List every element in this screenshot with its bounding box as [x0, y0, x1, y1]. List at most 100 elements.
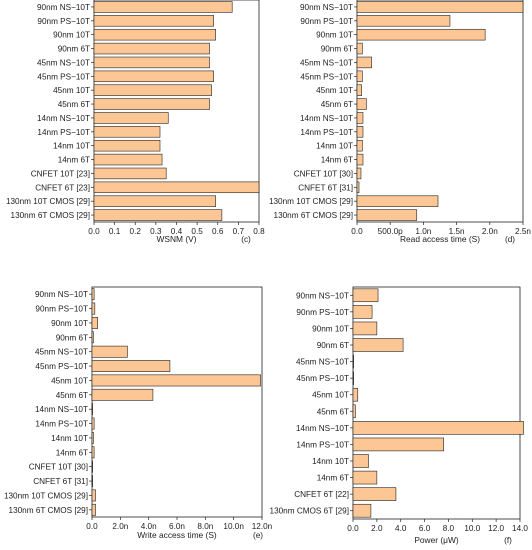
bar — [93, 84, 212, 96]
bar — [93, 15, 214, 27]
bar — [352, 305, 373, 319]
panel-label: (f) — [504, 536, 512, 545]
bar — [91, 317, 98, 329]
category-label: CNFET 6T [23] — [35, 183, 90, 192]
category-label: 90nm 10T — [316, 31, 353, 40]
x-tick-label: 6.0n — [169, 522, 185, 531]
bar — [352, 387, 359, 402]
plot-frame — [356, 0, 524, 223]
category-label: 90nm PS−10T — [300, 17, 353, 26]
panel-d-read-access-chart: 90nm NS−10T 90nm PS−10T 90nm 10T 90nm 6T 45n… — [269, 0, 531, 244]
bar — [93, 167, 167, 180]
bar — [91, 489, 96, 502]
category-label: 90nm 10T — [51, 319, 88, 328]
bar — [93, 153, 163, 166]
panel-e-write-access-chart: 90nm NS−10T 90nm PS−10T 90nm 10T 90nm 6T 45n… — [4, 286, 273, 540]
category-label: 90nm PS−10T — [296, 308, 349, 317]
category-label: 14nm 10T — [312, 457, 349, 466]
category-label: CNFET 10T [30] — [29, 463, 88, 472]
x-tick-label: 0.7 — [233, 227, 245, 236]
bar — [356, 28, 486, 41]
category-label: 45nm 6T — [56, 391, 88, 400]
bar — [352, 503, 372, 518]
bar — [91, 460, 93, 473]
bar — [352, 338, 404, 352]
category-label: CNFET 6T [31] — [298, 183, 353, 192]
bar — [93, 126, 161, 138]
category-label: 90nm 10T — [53, 31, 90, 40]
bar — [356, 167, 362, 180]
bar — [356, 195, 439, 207]
category-label: 90nm NS−10T — [300, 3, 353, 12]
bar — [91, 403, 94, 416]
bar — [356, 70, 363, 83]
category-label: 14nm 10T — [316, 142, 353, 151]
category-label: 45nm 10T — [51, 376, 88, 385]
bar — [356, 1, 524, 13]
bar — [91, 446, 95, 459]
category-label: 130nm 10T CMOS [29] — [269, 197, 353, 206]
category-label: 130nm 6T CMOS [29] — [274, 211, 353, 220]
category-label: 45nm 10T — [53, 86, 90, 95]
bar — [356, 126, 364, 138]
bar — [356, 153, 364, 166]
category-label: 14nm NS−10T — [37, 114, 90, 123]
category-label: 14nm 6T — [317, 474, 349, 483]
bar — [352, 454, 369, 468]
bar — [91, 374, 261, 387]
panel-label: (d) — [505, 235, 515, 244]
x-tick-label: 2.0 — [371, 524, 383, 533]
x-tick-label: 0.0 — [86, 522, 98, 531]
x-tick-label: 6.0 — [419, 524, 431, 533]
panel-f-power-chart: 90nm NS−10T 90nm PS−10T 90nm 10T 90nm 6T 45n… — [270, 286, 528, 545]
x-tick-label: 14.0 — [512, 524, 528, 533]
bar — [91, 345, 128, 358]
category-label: 130nm CMOS 6T [29] — [270, 507, 349, 516]
x-tick-label: 1.0n — [415, 227, 431, 236]
panel-c-wsnm-chart: 90nm NS−10T 90nm PS−10T 90nm 10T 90nm 6T 45n… — [6, 0, 265, 244]
category-label: 130nm 6T CMOS [29] — [11, 211, 90, 220]
category-label: 14nm PS−10T — [35, 420, 88, 429]
bar — [93, 209, 223, 221]
bar — [91, 302, 96, 315]
category-label: 130nm 10T CMOS [29] — [4, 491, 88, 500]
category-label: 45nm PS−10T — [35, 362, 88, 371]
x-tick-label: 1.5n — [449, 227, 465, 236]
category-label: 14nm 10T — [53, 142, 90, 151]
category-label: 45nm 6T — [58, 100, 90, 109]
bar — [91, 388, 154, 401]
bar — [352, 371, 354, 385]
bar — [91, 432, 94, 444]
bar — [93, 139, 161, 152]
category-label: 45nm PS−10T — [296, 374, 349, 383]
bar — [352, 487, 397, 501]
bar — [93, 42, 210, 55]
bar — [356, 42, 363, 55]
x-tick-label: 12.0n — [252, 522, 273, 531]
bar — [356, 98, 367, 110]
x-tick-label: 0.5 — [191, 227, 203, 236]
category-label: 14nm NS−10T — [296, 424, 349, 433]
bar — [93, 112, 169, 124]
bar — [93, 56, 210, 69]
bar — [93, 195, 216, 207]
x-tick-label: 2.5n — [515, 227, 531, 236]
panel-label: (e) — [253, 531, 263, 540]
category-label: 45nm PS−10T — [300, 72, 353, 81]
bar — [91, 288, 95, 301]
x-tick-label: 12.0 — [488, 524, 504, 533]
bar — [93, 98, 210, 110]
bar — [352, 470, 378, 485]
x-tick-label: 0.4 — [171, 227, 183, 236]
category-label: 130nm 6T CMOS [29] — [9, 506, 88, 515]
bar — [356, 181, 360, 194]
x-tick-label: 4.0 — [395, 524, 407, 533]
x-tick-label: 0.0 — [351, 227, 363, 236]
bar — [93, 181, 260, 194]
x-tick-label: 8.0 — [443, 524, 455, 533]
category-label: 45nm 10T — [316, 86, 353, 95]
category-label: 45nm NS−10T — [37, 58, 90, 67]
x-tick-label: 0.1 — [109, 227, 121, 236]
x-axis-label: Read access time (S) — [400, 234, 480, 244]
category-label: 14nm 10T — [51, 434, 88, 443]
